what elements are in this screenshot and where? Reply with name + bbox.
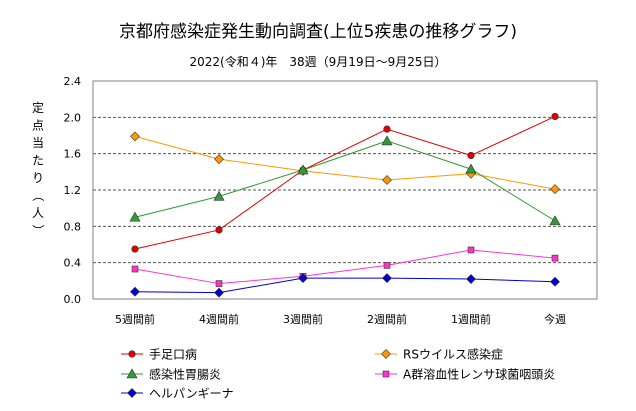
data-point — [465, 163, 477, 174]
legend-label: 手足口病 — [149, 347, 197, 362]
y-tick-label: 0.4 — [64, 257, 82, 270]
data-point — [382, 273, 392, 284]
plot-area — [92, 80, 598, 300]
y-axis-label-char: 当 — [32, 136, 44, 150]
data-point — [298, 273, 308, 284]
data-point — [383, 125, 391, 133]
x-tick-label: 今週 — [544, 312, 566, 326]
data-point — [131, 245, 139, 253]
y-tick-label: 0.8 — [64, 220, 82, 233]
x-tick-label: 2週間前 — [367, 312, 407, 326]
legend-label: RSウイルス感染症 — [403, 347, 503, 362]
series-line — [134, 115, 556, 250]
gridlines — [93, 116, 597, 264]
data-point — [130, 286, 140, 297]
data-point — [467, 246, 475, 254]
x-tick-label: 4週間前 — [199, 312, 239, 326]
y-axis-label-char: ） — [31, 224, 45, 236]
y-axis-label-char: 人 — [32, 206, 44, 220]
x-tick-label: 5週間前 — [115, 312, 155, 326]
data-point — [383, 262, 391, 269]
legend-marker — [381, 349, 391, 359]
y-tick-label: 1.6 — [64, 148, 82, 161]
data-point — [382, 175, 392, 185]
data-point — [550, 276, 560, 287]
chart-title: 京都府感染症発生動向調査(上位5疾患の推移グラフ) — [119, 22, 517, 42]
data-point — [214, 154, 224, 165]
y-axis-label-char: 点 — [32, 119, 44, 133]
legend-label: A群溶血性レンサ球菌咽頭炎 — [403, 367, 555, 382]
data-point — [297, 164, 309, 175]
x-axis-ticks: 5週間前 4週間前 3週間前 2週間前 1週間前 今週 — [115, 312, 566, 326]
legend-label: 感染性胃腸炎 — [149, 367, 221, 382]
data-point — [214, 287, 224, 298]
y-tick-label: 1.2 — [64, 184, 82, 197]
x-tick-label: 1週間前 — [451, 312, 491, 326]
data-point — [131, 265, 139, 273]
data-point — [215, 226, 223, 234]
data-point — [215, 280, 223, 287]
data-point — [550, 184, 560, 195]
data-point — [213, 190, 225, 201]
chart-subtitle: 2022(令和４)年 38週（9月19日～9月25日） — [190, 54, 447, 69]
series-line — [134, 140, 556, 222]
data-point — [551, 112, 559, 121]
data-point — [549, 215, 561, 226]
series-line — [134, 277, 556, 294]
data-point — [130, 131, 140, 142]
x-tick-label: 3週間前 — [283, 312, 323, 326]
legend-marker — [127, 388, 137, 398]
series-line — [134, 249, 556, 285]
legend-marker — [126, 368, 138, 379]
data-point — [129, 211, 141, 222]
data-point — [381, 135, 393, 146]
y-axis-label-char: （ — [31, 189, 45, 201]
series-line — [134, 135, 556, 190]
y-axis-label-char: り — [32, 171, 44, 185]
legend-label: ヘルパンギーナ — [149, 387, 234, 401]
y-axis-ticks: 0.0 0.4 0.8 1.2 1.6 2.0 2.4 — [64, 75, 82, 306]
y-axis-label-char: 定 — [32, 100, 44, 115]
data-point — [551, 254, 559, 262]
data-point — [466, 274, 476, 284]
legend-marker — [382, 370, 390, 378]
series-group — [129, 112, 561, 298]
legend-marker — [128, 350, 136, 358]
y-tick-label: 0.0 — [64, 293, 82, 306]
y-tick-label: 2.0 — [64, 111, 82, 124]
data-point — [467, 151, 475, 160]
y-axis-label-char: た — [32, 154, 44, 168]
y-tick-label: 2.4 — [64, 75, 82, 88]
